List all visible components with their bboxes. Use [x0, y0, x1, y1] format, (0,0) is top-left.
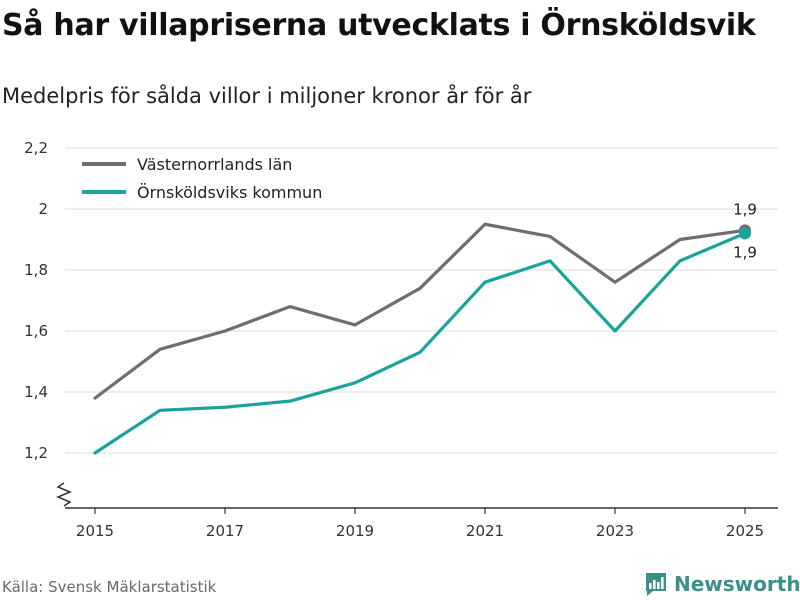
- endpoint-label: 1,9: [733, 243, 757, 261]
- series-lines: [93, 222, 747, 455]
- series-line-1: [93, 231, 747, 455]
- y-tick-label: 1,6: [24, 322, 48, 340]
- y-tick-label: 2,2: [24, 139, 48, 157]
- y-tick-labels: 1,2 1,4 1,6 1,8 2 2,2: [24, 139, 48, 462]
- y-tick-label: 1,2: [24, 444, 48, 462]
- legend-label: Västernorrlands län: [137, 155, 292, 174]
- chart-subtitle: Medelpris för sålda villor i miljoner kr…: [2, 84, 532, 108]
- x-tick-label: 2025: [726, 522, 764, 540]
- x-tick-label: 2021: [466, 522, 504, 540]
- brand-name: Newsworthy: [674, 572, 800, 596]
- source-note: Källa: Svensk Mäklarstatistik: [2, 578, 217, 596]
- legend: Västernorrlands län Örnsköldsviks kommun: [82, 155, 322, 202]
- axis-break-icon: [56, 482, 72, 507]
- x-tick-labels: 2015 2017 2019 2021 2023 2025: [76, 508, 764, 540]
- x-tick-label: 2019: [336, 522, 374, 540]
- y-tick-label: 2: [38, 200, 48, 218]
- bar-chart-logo-icon: [646, 573, 666, 596]
- legend-label: Örnsköldsviks kommun: [137, 183, 322, 202]
- endpoint-label: 1,9: [733, 200, 757, 218]
- x-tick-label: 2023: [596, 522, 634, 540]
- chart-title: Så har villapriserna utvecklats i Örnskö…: [2, 8, 756, 43]
- x-tick-label: 2017: [206, 522, 244, 540]
- x-tick-label: 2015: [76, 522, 114, 540]
- y-tick-label: 1,8: [24, 261, 48, 279]
- grid-lines: [65, 147, 778, 454]
- y-tick-label: 1,4: [24, 383, 48, 401]
- endpoint-marker: [739, 227, 751, 240]
- series-line-0: [93, 222, 747, 400]
- brand-logo: Newsworthy: [644, 570, 800, 598]
- axes: [56, 482, 778, 509]
- series-endpoints: 1,9 1,9: [733, 200, 757, 261]
